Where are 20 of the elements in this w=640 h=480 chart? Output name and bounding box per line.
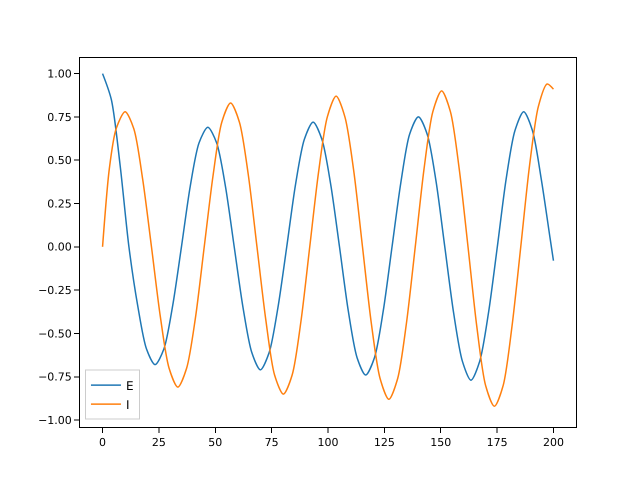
x-tick-label: 50 [208,436,222,450]
legend-label: E [126,378,134,393]
y-tick-label: −0.75 [38,370,72,384]
x-tick-label: 25 [152,436,166,450]
y-tick-label: −1.00 [38,414,72,427]
y-tick-label: 0.75 [47,110,72,124]
x-tick-label: 150 [430,436,452,450]
y-tick-label: 0.25 [47,197,72,210]
y-tick-label: 0.50 [47,154,72,168]
y-tick-label: 0.00 [47,240,72,254]
legend-label: I [126,398,130,412]
y-tick-label: −0.25 [38,284,72,297]
x-tick-label: 125 [374,436,395,450]
x-tick-label: 0 [99,436,106,450]
x-tick-label: 75 [264,436,279,450]
x-tick-label: 200 [542,436,564,450]
y-tick-label: −0.50 [38,327,72,340]
x-tick-label: 100 [318,436,338,450]
y-tick-label: 1.00 [47,67,72,80]
x-tick-label: 175 [486,436,508,450]
